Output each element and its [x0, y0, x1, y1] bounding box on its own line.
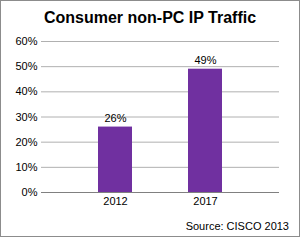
html-text:Source: CISCO 2013: Source: CISCO 2013: [185, 220, 289, 232]
html-text:Consumer non-PC IP Traffic: Consumer non-PC IP Traffic: [43, 9, 257, 26]
svg-text:30%: 30%: [15, 111, 37, 123]
svg-text:26%: 26%: [104, 112, 126, 124]
svg-text:20%: 20%: [15, 136, 37, 148]
svg-text:60%: 60%: [15, 35, 37, 47]
svg-text:50%: 50%: [15, 60, 37, 72]
svg-text:2017: 2017: [193, 195, 217, 207]
svg-text:2012: 2012: [103, 195, 127, 207]
svg-text:0%: 0%: [22, 186, 38, 198]
svg-text:10%: 10%: [15, 161, 37, 173]
svg-text:49%: 49%: [194, 54, 216, 66]
svg-text:40%: 40%: [15, 85, 37, 97]
